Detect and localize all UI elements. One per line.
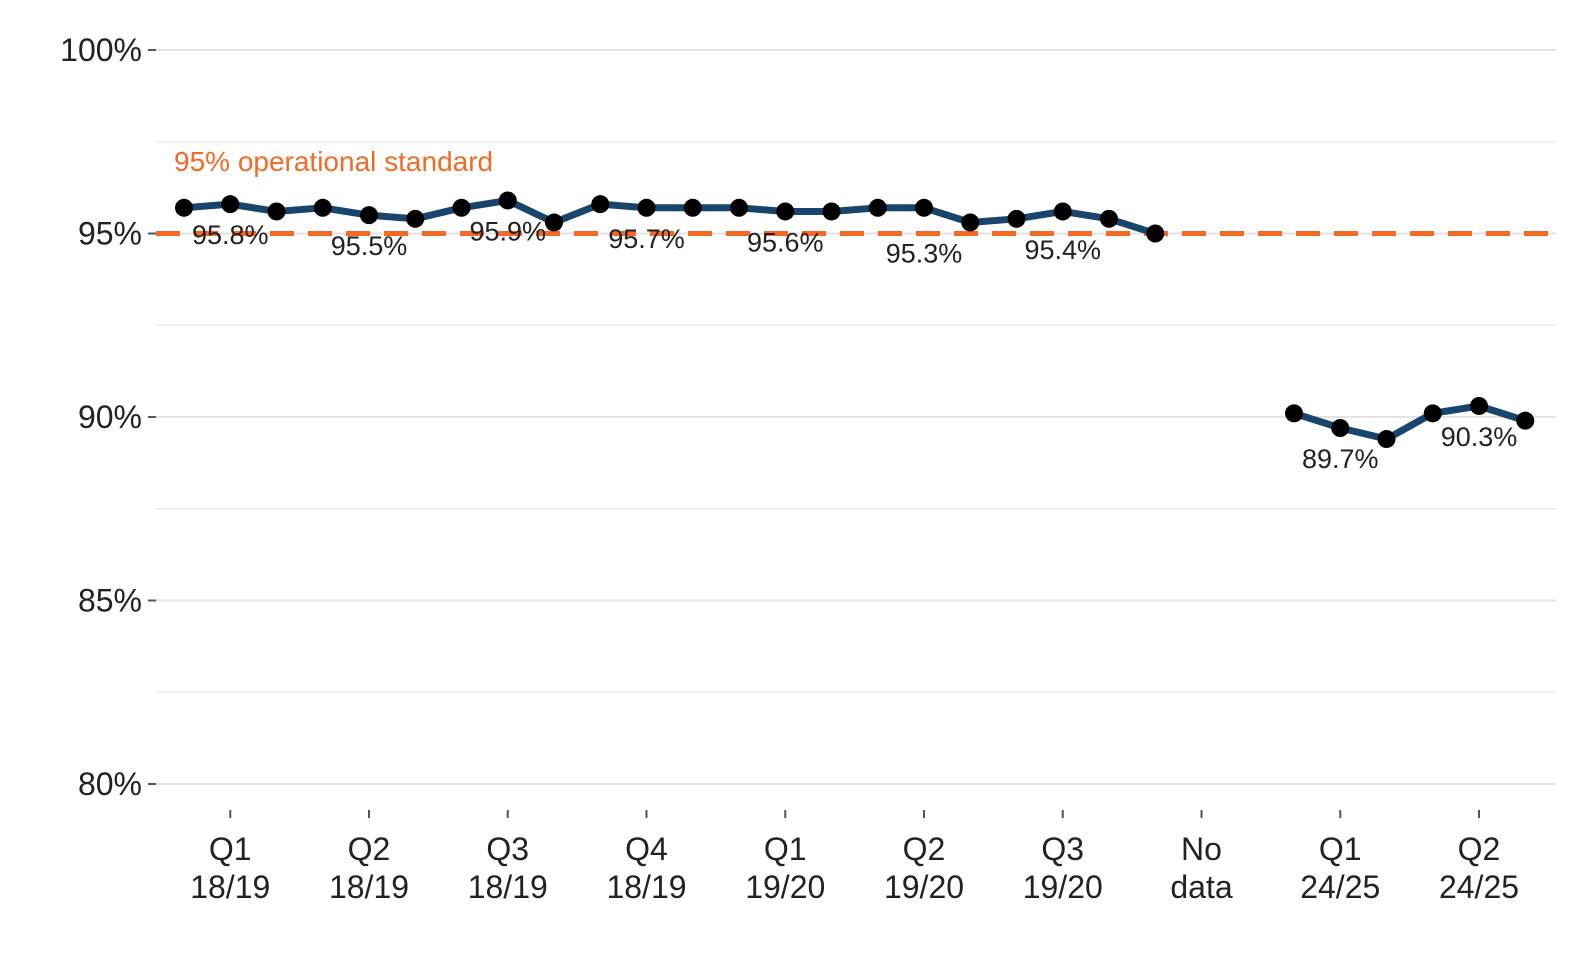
x-tick-label: Q4 18/19 bbox=[606, 831, 686, 905]
x-tick-label-line1: Q3 bbox=[1041, 831, 1084, 867]
y-tick-label: 80% bbox=[78, 766, 142, 802]
x-tick-label: Q1 19/20 bbox=[745, 831, 825, 905]
x-tick-label: Q2 24/25 bbox=[1439, 831, 1519, 905]
y-tick-label: 85% bbox=[78, 583, 142, 619]
reference-line-group: 95% operational standard bbox=[156, 146, 1556, 236]
data-label: 90.3% bbox=[1441, 422, 1518, 452]
data-point bbox=[1516, 411, 1535, 430]
data-label: 95.3% bbox=[886, 238, 963, 268]
data-label: 95.4% bbox=[1024, 235, 1101, 265]
data-point bbox=[221, 195, 240, 214]
x-tick-label-line1: Q2 bbox=[903, 831, 946, 867]
data-point bbox=[313, 198, 332, 217]
data-point bbox=[730, 198, 748, 217]
x-tick-label: Q2 19/20 bbox=[884, 831, 964, 905]
x-tick-label-line2: 18/19 bbox=[606, 869, 686, 905]
data-label: 95.6% bbox=[747, 227, 824, 257]
x-tick-label-line1: Q3 bbox=[486, 831, 529, 867]
x-tick-label-line2: 18/19 bbox=[190, 869, 270, 905]
data-point bbox=[1053, 202, 1072, 221]
data-point bbox=[822, 202, 841, 221]
x-tick-label-line1: No bbox=[1181, 831, 1222, 867]
x-tick-label: Q3 19/20 bbox=[1023, 831, 1103, 905]
series-line bbox=[180, 196, 1159, 237]
y-tick-label: 90% bbox=[78, 399, 142, 435]
data-point bbox=[1423, 404, 1442, 423]
x-tick-label-line1: Q2 bbox=[348, 831, 391, 867]
data-point bbox=[961, 213, 980, 232]
data-point bbox=[868, 198, 887, 217]
data-point bbox=[545, 213, 563, 232]
x-tick-label: Q1 18/19 bbox=[190, 831, 270, 905]
y-tick-label: 100% bbox=[60, 32, 142, 68]
data-label: 95.7% bbox=[608, 224, 685, 254]
x-tick-label: Q1 24/25 bbox=[1300, 831, 1380, 905]
y-tick-label: 95% bbox=[78, 216, 142, 252]
data-point bbox=[1331, 419, 1350, 438]
data-point bbox=[498, 191, 517, 210]
x-tick-label-line1: Q2 bbox=[1458, 831, 1501, 867]
data-point bbox=[452, 198, 471, 217]
x-tick-label-line2: 18/19 bbox=[329, 869, 409, 905]
data-point bbox=[406, 209, 425, 228]
data-point bbox=[1285, 404, 1303, 423]
x-tick-label-line2: 19/20 bbox=[1023, 869, 1103, 905]
x-tick-label-line2: 19/20 bbox=[884, 869, 964, 905]
data-label: 95.9% bbox=[469, 216, 546, 246]
data-point bbox=[267, 202, 286, 221]
data-label: 89.7% bbox=[1302, 444, 1379, 474]
data-point bbox=[175, 198, 193, 217]
x-tick-label: Q3 18/19 bbox=[468, 831, 548, 905]
data-point bbox=[915, 198, 933, 217]
data-point bbox=[360, 206, 378, 225]
data-point bbox=[1146, 224, 1165, 243]
data-point bbox=[637, 198, 656, 217]
data-point bbox=[683, 198, 702, 217]
x-tick-label-line1: Q4 bbox=[625, 831, 668, 867]
data-label: 95.8% bbox=[192, 220, 269, 250]
x-tick-label-line2: 18/19 bbox=[468, 869, 548, 905]
y-axis: 80% 85% 90% 95% 100% bbox=[60, 32, 156, 802]
x-tick-label-line2: data bbox=[1170, 869, 1232, 905]
x-tick-label-line1: Q1 bbox=[764, 831, 807, 867]
x-tick-label-line2: 24/25 bbox=[1439, 869, 1519, 905]
data-point bbox=[1007, 209, 1026, 228]
operational-standard-label: 95% operational standard bbox=[174, 146, 493, 177]
x-tick-label-line2: 19/20 bbox=[745, 869, 825, 905]
data-point bbox=[591, 195, 610, 214]
data-point bbox=[776, 202, 795, 221]
data-point bbox=[1377, 430, 1396, 449]
x-tick-label: Q2 18/19 bbox=[329, 831, 409, 905]
x-tick-label-line2: 24/25 bbox=[1300, 869, 1380, 905]
series-group bbox=[175, 191, 1535, 449]
x-tick-label: No data bbox=[1170, 831, 1232, 905]
x-tick-label-line1: Q1 bbox=[1319, 831, 1362, 867]
data-point bbox=[1100, 209, 1118, 228]
data-labels: 95.8% 95.5% 95.9% 95.7% 95.6% 95.3% 95.4% 89.7%… bbox=[192, 216, 1517, 474]
gridlines bbox=[156, 49, 1556, 785]
x-tick-label-line1: Q1 bbox=[209, 831, 252, 867]
data-label: 95.5% bbox=[331, 231, 408, 261]
data-point bbox=[1470, 396, 1488, 415]
